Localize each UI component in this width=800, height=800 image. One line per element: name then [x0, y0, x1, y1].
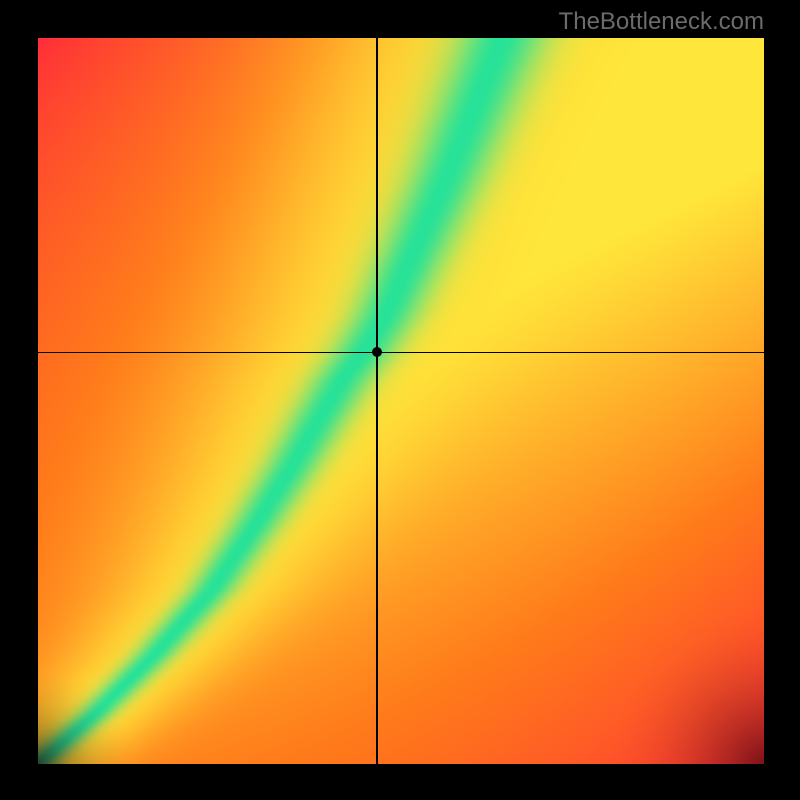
heatmap-plot [38, 38, 764, 764]
chart-container: TheBottleneck.com [0, 0, 800, 800]
crosshair-horizontal [38, 352, 764, 354]
heatmap-canvas [38, 38, 764, 764]
crosshair-vertical [376, 38, 378, 764]
crosshair-marker [372, 347, 382, 357]
watermark-text: TheBottleneck.com [559, 8, 764, 36]
